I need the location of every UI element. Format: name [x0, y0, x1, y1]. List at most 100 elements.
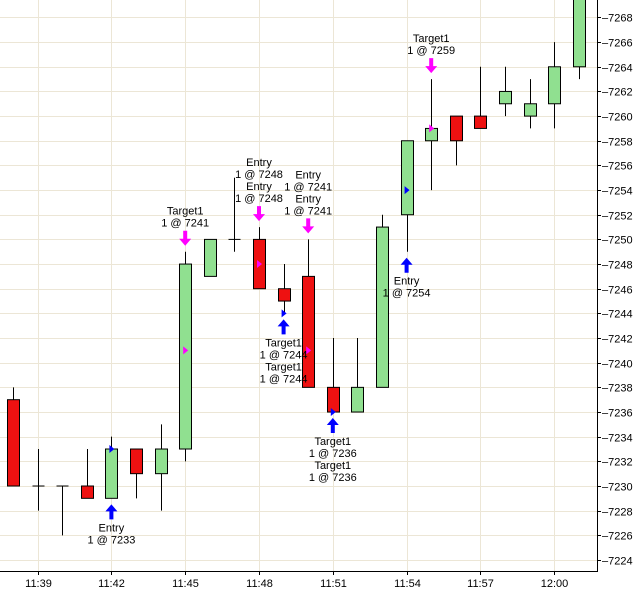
- y-axis-labels: –7224 –7226 –7228 –7230 –7232 –7234 –7236 –7238…: [597, 13, 633, 568]
- x-tick-label: 12:00: [541, 578, 569, 590]
- up-arrow-icon: [105, 504, 118, 520]
- signal-label: Target1: [265, 337, 302, 349]
- candle-body-up: [548, 66, 561, 105]
- y-tick-label: –7224: [602, 556, 633, 568]
- y-tick-label: –7262: [602, 87, 633, 99]
- down-arrow-icon: [425, 58, 438, 74]
- candle-body-up: [204, 238, 217, 277]
- candle-body-up: [499, 90, 512, 105]
- candle-body-down: [278, 288, 291, 302]
- x-tick-label: 11:48: [246, 578, 273, 590]
- target-marker: [306, 346, 312, 355]
- y-tick-label: –7244: [602, 309, 633, 321]
- signal-label: 1 @ 7244: [260, 349, 308, 361]
- y-tick-label: –7264: [602, 63, 633, 75]
- candle: [548, 42, 561, 129]
- candle-body-up: [155, 448, 168, 475]
- trade-markers: [109, 124, 435, 454]
- signal-label: 1 @ 7241: [161, 218, 209, 230]
- signal-label: Entry: [246, 181, 272, 193]
- signal-label: 1 @ 7254: [383, 288, 431, 300]
- signal-label: Entry: [394, 276, 420, 288]
- candle: [204, 238, 217, 277]
- y-tick-label: –7254: [602, 186, 633, 198]
- y-tick-label: –7252: [602, 211, 633, 223]
- candles: [7, 0, 586, 536]
- candle-body-up: [105, 448, 118, 499]
- y-tick-label: –7260: [602, 112, 633, 124]
- candle: [278, 264, 291, 314]
- signal-label: 1 @ 7259: [407, 45, 455, 57]
- y-tick-label: –7226: [602, 531, 633, 543]
- y-tick-label: –7234: [602, 433, 633, 445]
- candle: [228, 177, 241, 252]
- y-tick-label: –7246: [602, 285, 633, 297]
- signal-label: 1 @ 7248: [235, 169, 283, 181]
- signal-label: Target1: [413, 33, 450, 45]
- y-tick-label: –7232: [602, 457, 633, 469]
- candle: [351, 338, 364, 413]
- signal-label: 1 @ 7236: [309, 448, 357, 460]
- candle-body-up: [351, 386, 364, 413]
- target-marker: [429, 124, 435, 133]
- signal-label: Target1: [314, 460, 351, 472]
- candle: [155, 424, 168, 511]
- entry-marker: [330, 408, 336, 417]
- x-tick-label: 11:39: [25, 578, 52, 590]
- signal-label: Target1: [314, 436, 351, 448]
- x-tick-label: 11:51: [320, 578, 347, 590]
- candle-body-up: [376, 226, 389, 388]
- signal-label: 1 @ 7233: [87, 534, 135, 546]
- y-tick-label: –7240: [602, 359, 633, 371]
- entry-marker: [109, 445, 115, 454]
- candle: [573, 0, 586, 80]
- x-tick-label: 11:42: [98, 578, 125, 590]
- y-tick-label: –7266: [602, 38, 633, 50]
- candle: [32, 449, 45, 511]
- candle: [302, 239, 315, 388]
- y-tick-label: –7250: [602, 235, 633, 247]
- entry-marker: [281, 309, 287, 318]
- candle-body-down: [81, 485, 94, 499]
- candle: [376, 214, 389, 388]
- target-marker: [183, 346, 189, 355]
- down-arrow-icon: [253, 206, 265, 222]
- candle: [425, 79, 438, 191]
- up-arrow-icon: [400, 257, 413, 273]
- candle: [130, 448, 143, 499]
- candle-body-down: [327, 386, 340, 413]
- signal-label: 1 @ 7241: [284, 205, 332, 217]
- up-arrow-icon: [277, 319, 290, 335]
- candle-body-up: [524, 103, 537, 117]
- y-tick-label: –7228: [602, 507, 633, 519]
- candle: [56, 485, 69, 536]
- signal-label: 1 @ 7248: [235, 193, 283, 205]
- axes: [0, 0, 598, 572]
- down-arrow-icon: [302, 218, 315, 234]
- y-tick-label: –7258: [602, 137, 633, 149]
- entry-marker: [404, 186, 410, 195]
- grid: [0, 0, 597, 571]
- candle-body-up: [179, 263, 192, 450]
- candle-body-down: [302, 275, 315, 388]
- signal-label: 1 @ 7236: [309, 472, 357, 484]
- signal-label: Target1: [265, 361, 302, 373]
- candle-body-down: [7, 399, 20, 487]
- target-marker: [257, 260, 262, 269]
- candle: [7, 387, 20, 487]
- signal-label: Entry: [295, 193, 321, 205]
- signal-label: 1 @ 7241: [284, 181, 332, 193]
- y-tick-label: –7238: [602, 383, 633, 395]
- candle: [81, 449, 94, 499]
- candle: [524, 79, 537, 129]
